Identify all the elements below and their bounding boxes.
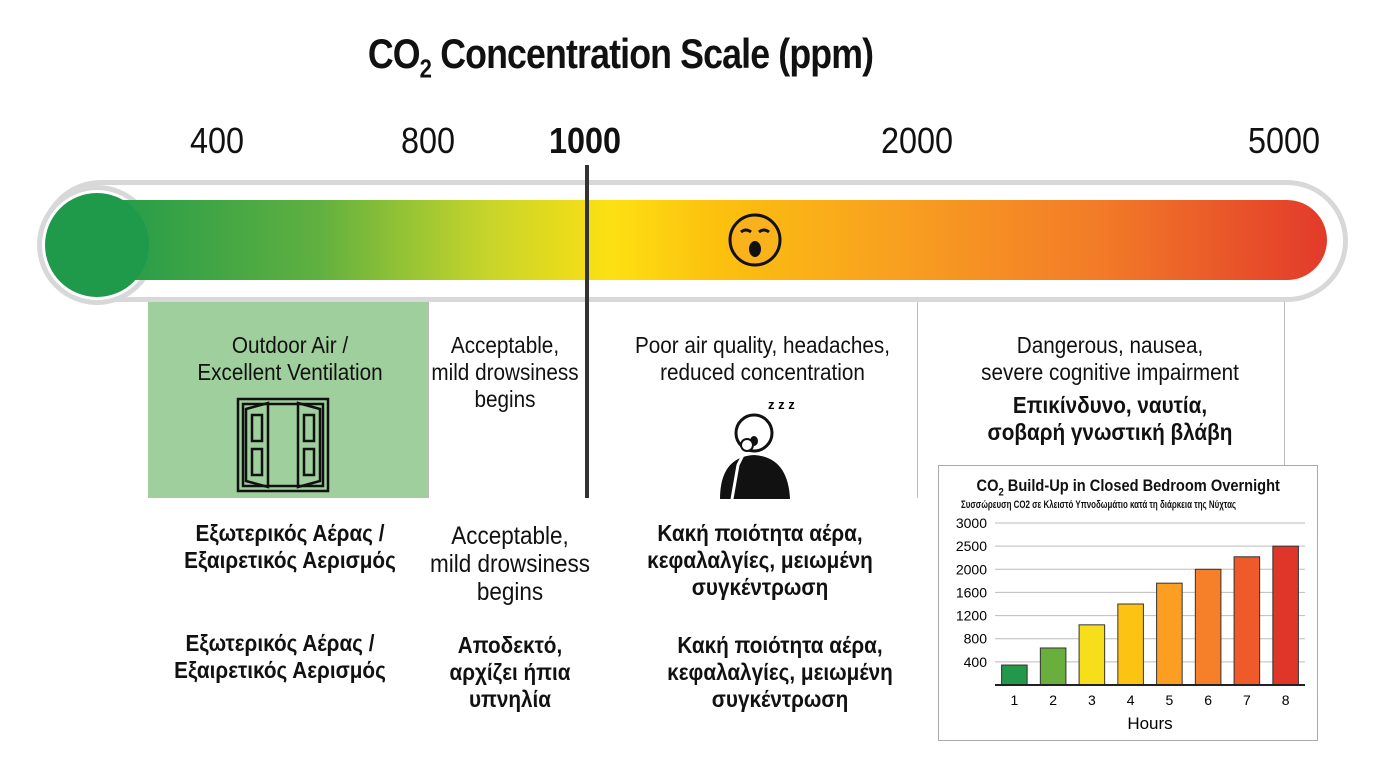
bar [1194,568,1222,686]
y-tick-label: 3000 [956,515,987,531]
y-tick-label: 400 [964,654,988,670]
y-tick-label: 2000 [956,561,987,577]
x-tick-label: 8 [1282,692,1290,708]
x-tick-label: 4 [1127,692,1135,708]
chart-subtitle: Συσσώρευση CO2 σε Κλειστό Υπνοδωμάτιο κα… [961,499,1237,511]
tick-800: 800 [400,120,456,161]
zone-outdoor-gr1: Εξωτερικός Αέρας / Εξαιρετικός Αερισμός [184,520,396,573]
tick-1000: 1000 [548,120,622,161]
open-window-icon [236,397,330,493]
zone-poor-gr1: Κακή ποιότητα αέρα, κεφαλαλγίες, μειωμένη… [647,520,873,600]
co2-gradient-bar [95,200,1327,280]
zone-divider [917,302,918,498]
tick-5000: 5000 [1247,120,1321,161]
zone-acceptable-en: Acceptable, mild drowsiness begins [431,332,579,412]
x-tick-label: 6 [1204,692,1212,708]
x-tick-label: 3 [1088,692,1096,708]
thermometer-bulb [45,193,149,297]
co2-overnight-chart: CO2 Build-Up in Closed Bedroom Overnight… [938,465,1318,741]
zone-divider [1284,302,1285,498]
x-axis-label: Hours [1127,714,1172,733]
bar [1001,664,1028,686]
bar [1156,582,1183,686]
zone-outdoor-gr2: Εξωτερικός Αέρας / Εξαιρετικός Αερισμός [174,630,386,683]
chart-title: CO2 Build-Up in Closed Bedroom Overnight [976,476,1280,499]
x-tick-label: 1 [1010,692,1018,708]
svg-text:z z z: z z z [768,397,795,412]
page-title: CO2 Concentration Scale (ppm) [367,30,874,84]
bar [1078,624,1106,686]
yawning-face-icon [728,213,782,267]
bar [1233,556,1261,686]
x-tick-label: 5 [1165,692,1173,708]
zone-acceptable-gr1: Acceptable, mild drowsiness begins [429,522,591,606]
x-tick-label: 7 [1243,692,1251,708]
tick-400: 400 [189,120,245,161]
y-tick-label: 1200 [956,608,987,624]
bar [1117,603,1144,686]
zone-poor-en: Poor air quality, headaches, reduced conc… [634,332,891,385]
x-tick-label: 2 [1049,692,1057,708]
y-tick-label: 800 [964,631,988,647]
zone-poor-gr2: Κακή ποιότητα αέρα, κεφαλαλγίες, μειωμένη… [667,632,893,712]
zone-danger-en: Dangerous, nausea, severe cognitive impai… [981,332,1239,385]
zone-acceptable-gr2: Αποδεκτό, αρχίζει ήπια υπνηλία [449,632,571,712]
threshold-1000-line [585,165,589,498]
zone-outdoor-en: Outdoor Air / Excellent Ventilation [197,332,383,385]
yawning-person-icon: z z z [720,397,795,500]
y-tick-label: 2500 [956,538,987,554]
zone-divider [428,302,429,498]
bar [1039,647,1067,686]
tick-2000: 2000 [880,120,954,161]
chart-plot: 400 800 1200 1600 2000 2500 3000 1 2 3 4 5 6 7 8 Hours [956,515,1305,733]
y-tick-label: 1600 [956,584,987,600]
zone-danger-gr: Επικίνδυνο, ναυτία, σοβαρή γνωστική βλάβη [987,392,1233,445]
bar [1272,545,1299,686]
